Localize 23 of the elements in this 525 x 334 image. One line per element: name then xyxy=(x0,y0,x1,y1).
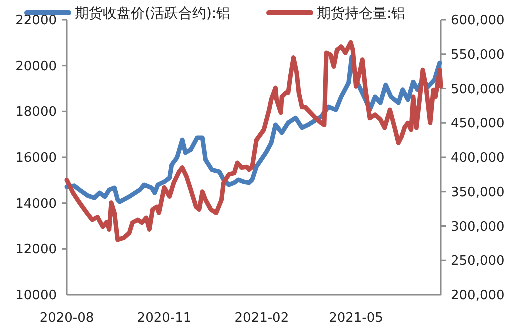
y2-tick-label: 450,000 xyxy=(451,116,505,132)
y2-tick-label: 550,000 xyxy=(451,48,505,63)
legend-label: 期货持仓量:铝 xyxy=(317,6,406,22)
y2-tick-label: 200,000 xyxy=(451,288,505,304)
y2-tick-label: 600,000 xyxy=(451,14,505,29)
y2-tick-label: 400,000 xyxy=(451,151,505,166)
y2-tick-label: 350,000 xyxy=(451,185,505,200)
y-tick-label: 14000 xyxy=(16,196,57,212)
y2-tick-label: 300,000 xyxy=(451,220,505,235)
y-tick-label: 16000 xyxy=(16,151,57,166)
x-tick-label: 2020-11 xyxy=(137,311,192,326)
y-tick-label: 22000 xyxy=(16,14,57,29)
x-tick-label: 2021-02 xyxy=(234,311,290,326)
legend-label: 期货收盘价(活跃合约):铝 xyxy=(75,6,231,22)
y2-tick-label: 500,000 xyxy=(451,82,505,98)
y-tick-label: 10000 xyxy=(16,288,57,304)
y-tick-label: 20000 xyxy=(16,59,57,74)
x-tick-label: 2021-05 xyxy=(329,311,384,326)
y-tick-label: 12000 xyxy=(16,242,57,258)
y2-tick-label: 250,000 xyxy=(451,254,505,270)
y-tick-label: 18000 xyxy=(16,105,57,120)
x-tick-label: 2020-08 xyxy=(40,311,94,326)
line-series xyxy=(64,40,444,242)
